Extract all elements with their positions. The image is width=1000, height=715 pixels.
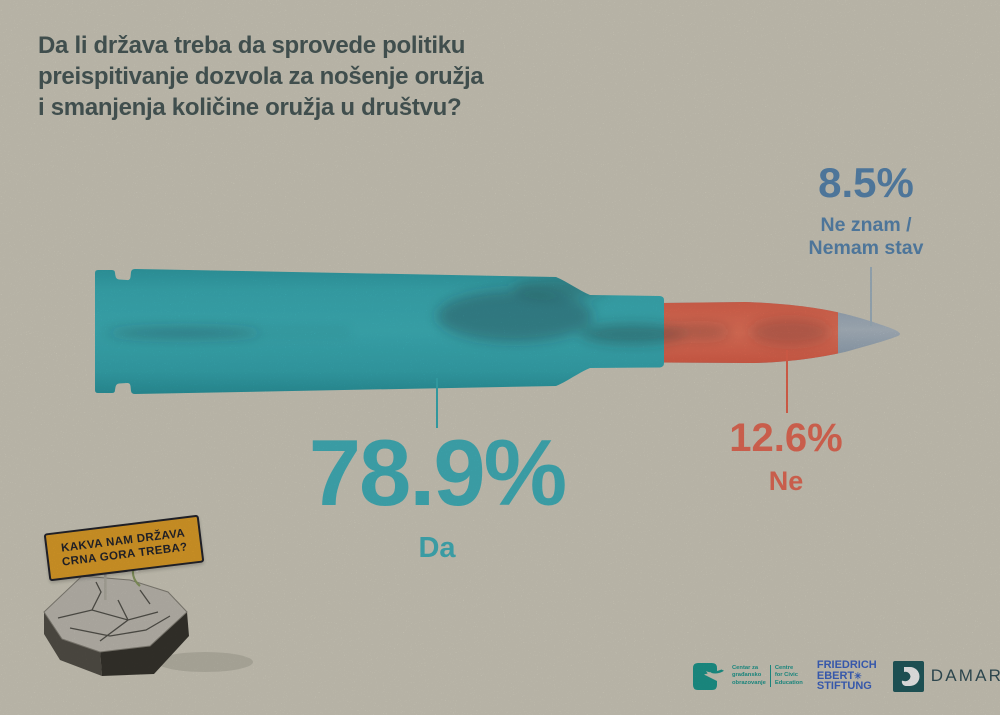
damar-logo: DAMAR xyxy=(892,660,1000,692)
footer-logos: Centar za građansko obrazovanje Centre f… xyxy=(690,650,1000,702)
result-ne: 12.6% Ne xyxy=(706,417,866,495)
result-ne-value: 12.6% xyxy=(729,416,843,460)
result-neznam-value: 8.5% xyxy=(818,159,914,206)
result-da-value: 78.9% xyxy=(308,420,568,525)
result-da: 78.9% Da xyxy=(277,420,597,564)
cgo-logo: Centar za građansko obrazovanje Centre f… xyxy=(690,658,803,695)
cgo-name-local: Centar za građansko obrazovanje xyxy=(732,664,766,686)
result-neznam: 8.5% Ne znam / Nemam stav xyxy=(786,159,946,260)
result-da-label: Da xyxy=(418,531,456,564)
fes-gear-icon: ✳ xyxy=(854,670,862,681)
result-neznam-label: Ne znam / Nemam stav xyxy=(808,214,924,260)
cgo-logo-icon xyxy=(693,662,724,690)
fes-line-3: STIFTUNG xyxy=(816,680,872,693)
damar-wordmark: DAMAR xyxy=(930,666,1000,685)
damar-logo-icon xyxy=(892,660,924,692)
cgo-name-en: Centre for Civic Education xyxy=(774,664,803,686)
result-ne-label: Ne xyxy=(768,466,804,496)
fes-logo: FRIEDRICH EBERT✳ STIFTUNG xyxy=(817,660,877,692)
cgo-divider xyxy=(769,665,771,687)
